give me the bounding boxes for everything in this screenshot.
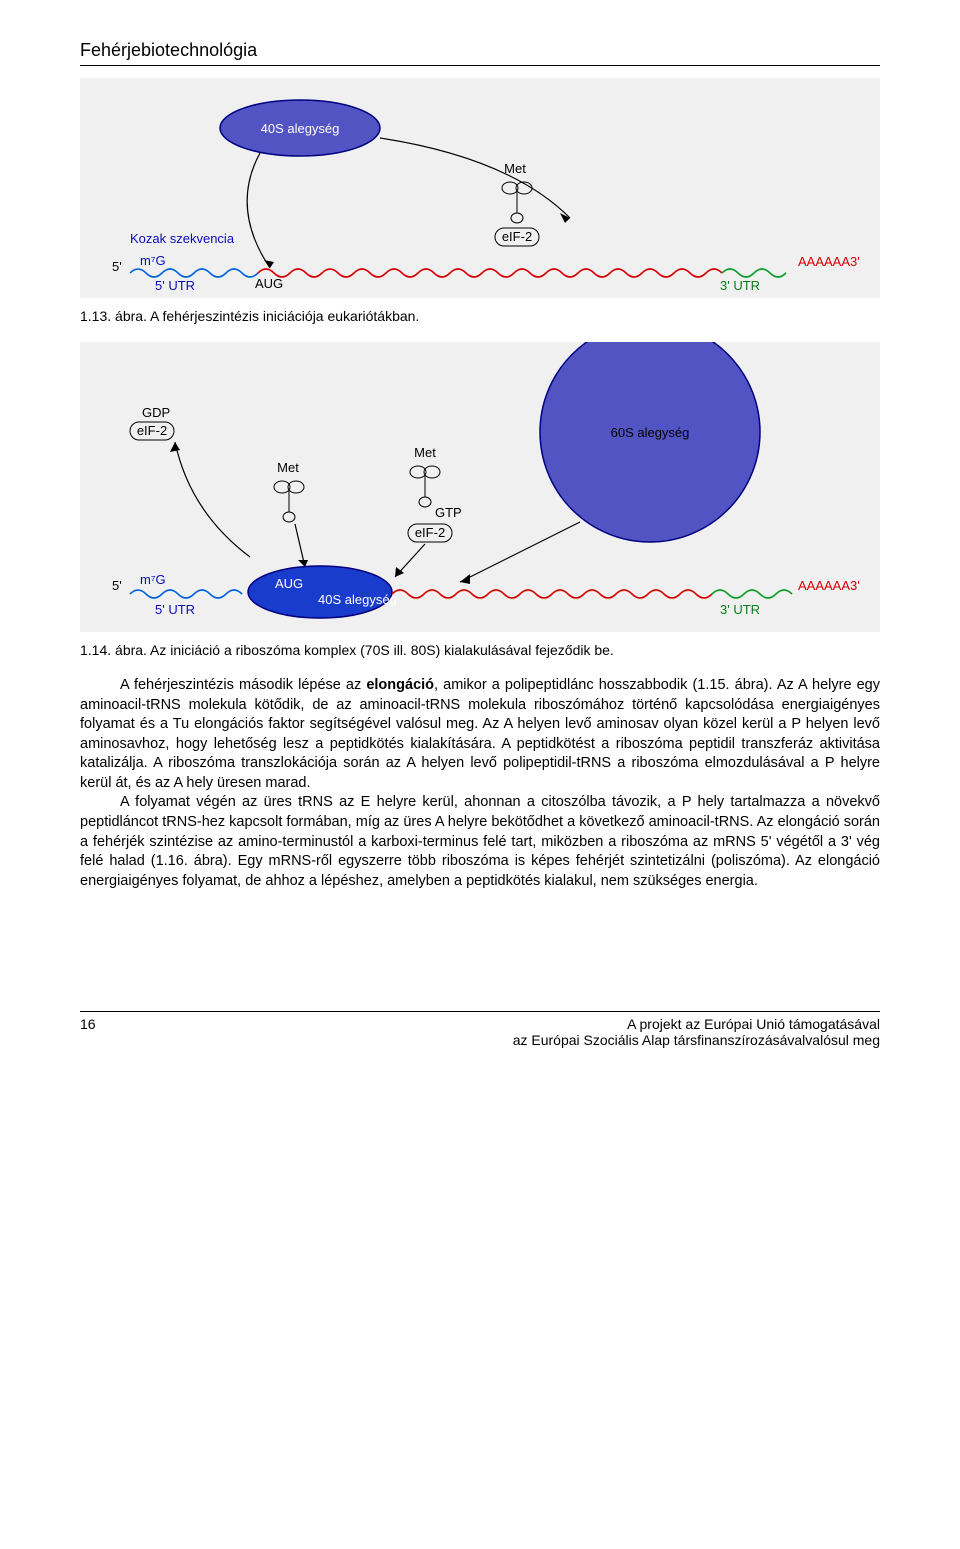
arrow-60s xyxy=(460,522,580,582)
p1-bold: elongáció xyxy=(366,677,434,693)
five-utr-label: 5' UTR xyxy=(155,278,195,293)
trna-center-icon xyxy=(410,466,440,507)
mrna-3utr xyxy=(722,269,786,277)
mrna-coding-2 xyxy=(392,590,712,598)
arrow-2 xyxy=(380,138,570,218)
footer-line-2: az Európai Szociális Alap társfinanszíro… xyxy=(513,1032,880,1048)
gdp-label: GDP xyxy=(142,405,170,420)
aug-label: AUG xyxy=(255,276,283,291)
m7g-label-2: m⁷G xyxy=(140,572,166,587)
p2: A folyamat végén az üres tRNS az E helyr… xyxy=(80,793,880,891)
figure-1: 40S alegység Met eIF-2 Kozak szekvencia … xyxy=(80,78,880,298)
kozak-label: Kozak szekvencia xyxy=(130,231,235,246)
subunit-60s-circle xyxy=(540,342,760,542)
arrowhead-gdp xyxy=(170,442,180,452)
eif2-mid-label: eIF-2 xyxy=(415,525,445,540)
gtp-label: GTP xyxy=(435,505,462,520)
footer-divider xyxy=(80,1011,880,1012)
three-utr-label-2: 3' UTR xyxy=(720,602,760,617)
aaaa-label-2: AAAAAA3' xyxy=(798,578,860,593)
figure-2-caption: 1.14. ábra. Az iniciáció a riboszóma kom… xyxy=(80,642,880,658)
body-text: A fehérjeszintézis második lépése az elo… xyxy=(80,676,880,891)
aug-label-2: AUG xyxy=(275,576,303,591)
figure-2: GDP eIF-2 Met Met xyxy=(80,342,880,632)
subunit-40s-2-label: 40S alegység xyxy=(318,592,397,607)
mrna-5utr-2 xyxy=(130,590,242,598)
header-divider xyxy=(80,65,880,66)
page-number: 16 xyxy=(80,1016,96,1048)
arrow-1 xyxy=(247,153,270,268)
eif2-label: eIF-2 xyxy=(502,229,532,244)
aaaa-label: AAAAAA3' xyxy=(798,254,860,269)
mrna-3utr-2 xyxy=(712,590,792,598)
five-prime-label: 5' xyxy=(112,259,122,274)
p1-b: , amikor a polipeptidlánc hosszabbodik (… xyxy=(80,677,880,791)
figure-1-caption: 1.13. ábra. A fehérjeszintézis iniciáció… xyxy=(80,308,880,324)
mrna-coding xyxy=(258,269,722,277)
page-footer: 16 A projekt az Európai Unió támogatásáv… xyxy=(80,1011,880,1048)
met-left-label: Met xyxy=(277,460,299,475)
trna-icon xyxy=(502,182,532,223)
footer-line-1: A projekt az Európai Unió támogatásával xyxy=(513,1016,880,1032)
five-utr-label-2: 5' UTR xyxy=(155,602,195,617)
eif2-top-label: eIF-2 xyxy=(137,423,167,438)
p1-a: A fehérjeszintézis második lépése az xyxy=(120,677,366,693)
subunit-60s-label: 60S alegység xyxy=(611,425,690,440)
arrow-gdp xyxy=(175,442,250,557)
trna-left-icon xyxy=(274,481,304,522)
subunit-40s-label: 40S alegység xyxy=(261,121,340,136)
five-prime-label-2: 5' xyxy=(112,578,122,593)
page-header-title: Fehérjebiotechnológia xyxy=(80,40,880,61)
three-utr-label: 3' UTR xyxy=(720,278,760,293)
m7g-label: m⁷G xyxy=(140,253,166,268)
met-label: Met xyxy=(504,161,526,176)
arrowhead-2 xyxy=(560,213,570,223)
met-center-label: Met xyxy=(414,445,436,460)
arrowhead-60s xyxy=(460,574,470,584)
mrna-5utr xyxy=(130,269,258,277)
